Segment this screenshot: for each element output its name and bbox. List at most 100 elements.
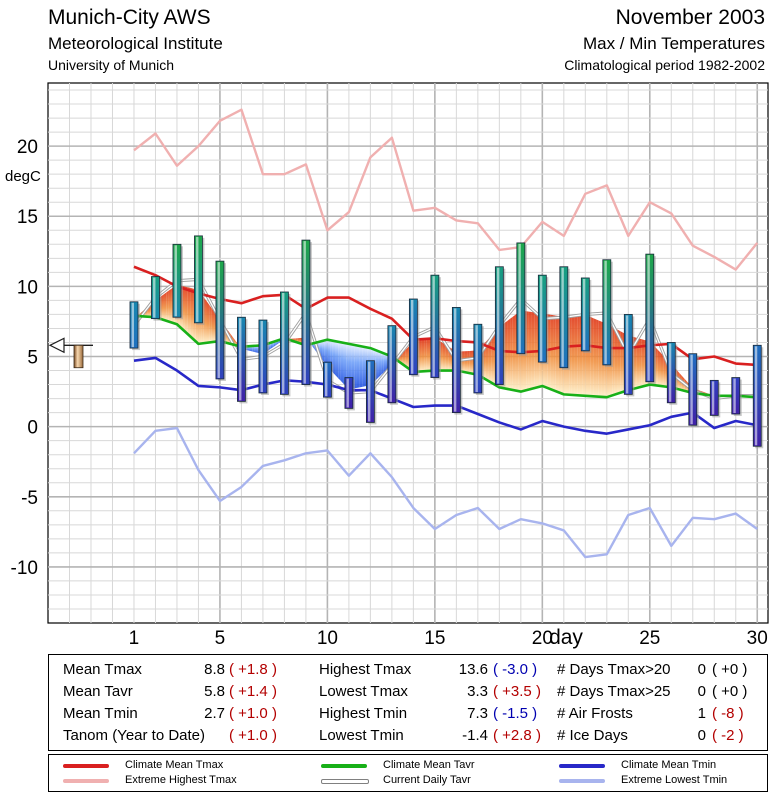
warm-anomaly-fill (547, 314, 551, 390)
y-tick-label: 15 (17, 207, 38, 228)
warm-anomaly-fill (405, 347, 408, 369)
stat-label: Mean Tavr (63, 683, 133, 700)
warm-anomaly-fill (166, 290, 169, 322)
warm-anomaly-fill (641, 339, 645, 387)
stat-anomaly: ( +3.5 ) (493, 683, 541, 700)
warm-anomaly-fill (507, 318, 511, 390)
daily-bar-highlight (303, 241, 306, 384)
legend-current-tavr-swatch (321, 779, 369, 784)
stat-label: # Days Tmax>20 (557, 661, 671, 678)
daily-bar-highlight (561, 267, 564, 367)
warm-anomaly-fill (440, 341, 443, 371)
x-axis-label: day (549, 626, 583, 649)
cold-anomaly-fill (324, 339, 328, 367)
warm-anomaly-fill (569, 316, 572, 395)
daily-bar-highlight (582, 278, 586, 350)
warm-anomaly-fill (190, 287, 194, 339)
daily-bar-highlight (518, 243, 521, 353)
daily-bar-highlight (733, 378, 736, 414)
extreme-highest-tmax-line (133, 108, 759, 271)
warm-anomaly-fill (593, 318, 597, 397)
daily-bar (172, 243, 182, 318)
legend: Climate Mean Tmax Extreme Highest Tmax C… (48, 754, 768, 792)
daily-range-bars (129, 235, 764, 449)
cold-anomaly-fill (322, 340, 325, 364)
daily-bar-highlight (604, 260, 607, 364)
warm-anomaly-fill (442, 343, 446, 371)
stat-value: 2.7 (204, 705, 225, 722)
warm-anomaly-fill (550, 314, 554, 391)
warm-anomaly-fill (577, 315, 580, 396)
warm-anomaly-fill (209, 304, 212, 343)
mean-tavr-arrow (48, 337, 93, 369)
stat-anomaly: ( -2 ) (712, 727, 744, 744)
warm-anomaly-fill (163, 292, 167, 321)
x-tick-label: 30 (747, 628, 768, 649)
stat-label: # Days Tmax>25 (557, 683, 671, 700)
daily-bar-highlight (754, 346, 758, 446)
cold-anomaly-fill (375, 350, 379, 381)
daily-bar (151, 276, 160, 320)
warm-anomaly-fill (206, 301, 210, 343)
warm-anomaly-fill (418, 340, 422, 372)
legend-climate-tmin-swatch (559, 764, 605, 768)
x-tick-label: 15 (424, 628, 445, 649)
y-tick-label: -5 (21, 488, 38, 509)
warm-anomaly-fill (510, 316, 513, 390)
daily-bar-highlight (496, 267, 500, 384)
daily-bar-highlight (711, 381, 715, 415)
legend-climate-tmax-label: Climate Mean Tmax (125, 759, 224, 771)
daily-bar-highlight (217, 262, 220, 378)
warm-anomaly-fill (598, 320, 602, 397)
warm-anomaly-fill (421, 339, 425, 372)
cold-anomaly-fill (356, 345, 360, 388)
y-tick-label: 0 (27, 418, 38, 439)
stat-value: 8.8 (204, 661, 225, 678)
warm-anomaly-fill (639, 338, 642, 388)
legend-current-tavr-label: Current Daily Tavr (383, 774, 471, 786)
stat-anomaly: ( +1.0 ) (229, 727, 277, 744)
warm-anomaly-fill (555, 315, 559, 393)
warm-anomaly-fill (636, 337, 640, 389)
legend-climate-tavr-label: Climate Mean Tavr (383, 759, 475, 771)
station-name: Munich-City AWS (48, 6, 211, 29)
daily-bar-highlight (539, 276, 543, 362)
warm-anomaly-fill (160, 294, 164, 320)
warm-anomaly-fill (211, 308, 215, 343)
stat-value: -1.4 (462, 727, 488, 744)
legend-extreme-tmax-label: Extreme Highest Tmax (125, 774, 237, 786)
warm-anomaly-fill (461, 351, 465, 373)
warm-anomaly-fill (590, 317, 594, 397)
stat-value: 0 (697, 661, 706, 678)
institute-name: Meteorological Institute (48, 34, 223, 53)
daily-bar-highlight (346, 378, 349, 408)
stat-label: Tanom (Year to Date) (63, 727, 206, 744)
stats-panel: Mean Tmax 8.8( +1.8 ) Mean Tavr 5.8( +1.4 )… (48, 654, 768, 751)
daily-bar-highlight (260, 321, 263, 392)
cold-anomaly-fill (338, 341, 341, 381)
stat-label: Highest Tmin (319, 705, 408, 722)
stat-value: 13.6 (458, 661, 488, 678)
daily-bar-highlight (625, 315, 629, 394)
cold-anomaly-fill (383, 353, 387, 373)
stat-value: 1 (697, 705, 706, 722)
warm-anomaly-fill (655, 347, 658, 386)
stat-label: Lowest Tmin (319, 727, 404, 744)
daily-bar (129, 301, 139, 349)
chart-title: Max / Min Temperatures (582, 34, 765, 53)
daily-bar-highlight (389, 326, 392, 402)
warm-anomaly-fill (663, 355, 666, 387)
x-tick-label: 20 (532, 628, 553, 649)
daily-bar-highlight (453, 308, 457, 412)
daily-bar-highlight (668, 343, 672, 402)
stat-anomaly: ( +1.4 ) (229, 683, 277, 700)
y-tick-label: 5 (27, 348, 38, 369)
legend-extreme-tmin-swatch (559, 779, 605, 783)
y-axis-label: degC (5, 168, 41, 185)
daily-bar-highlight (690, 354, 693, 425)
stat-label: # Ice Days (557, 727, 628, 744)
stat-value: 5.8 (204, 683, 225, 700)
warm-anomaly-fill (614, 328, 618, 395)
